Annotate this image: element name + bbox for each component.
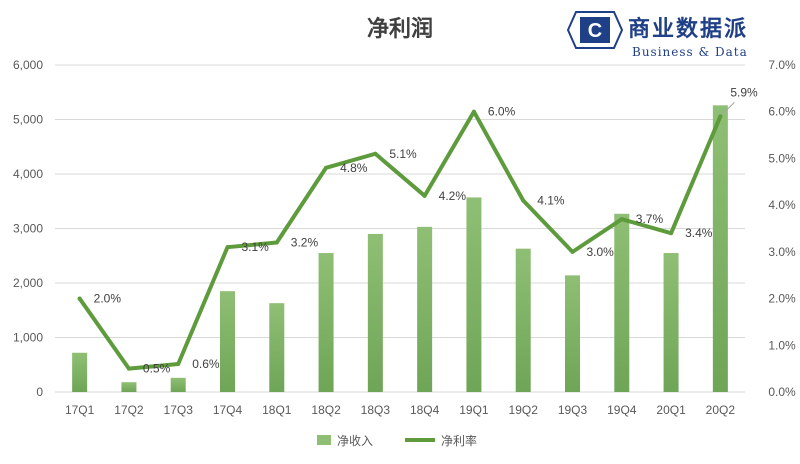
line-point — [669, 231, 674, 236]
chart-title: 净利润 — [367, 16, 433, 42]
y-right-tick-label: 2.0% — [768, 292, 796, 306]
bar — [417, 226, 433, 392]
line-point — [77, 296, 82, 301]
bar — [72, 352, 88, 392]
line-data-label: 3.0% — [587, 245, 615, 259]
legend-label-net-margin: 净利率 — [441, 433, 477, 448]
line-point — [619, 217, 624, 222]
bar-series — [72, 105, 728, 392]
line-data-label: 4.2% — [439, 189, 467, 203]
line-data-label: 4.8% — [340, 161, 368, 175]
x-tick-label: 18Q4 — [410, 403, 440, 417]
x-tick-label: 20Q2 — [706, 403, 736, 417]
line-data-label: 3.4% — [685, 226, 713, 240]
bar — [220, 291, 235, 392]
bar — [121, 382, 137, 392]
line-point — [718, 114, 723, 119]
bar — [712, 105, 728, 392]
line-series — [77, 109, 723, 371]
line-point — [274, 240, 279, 245]
line-data-label: 5.9% — [730, 85, 758, 99]
bar — [515, 248, 531, 392]
y-right-tick-label: 5.0% — [768, 151, 796, 165]
y-left-tick-label: 2,000 — [13, 276, 43, 290]
y-right-tick-label: 4.0% — [768, 198, 796, 212]
legend: 净收入 净利率 — [317, 433, 477, 448]
line-data-label: 2.0% — [94, 292, 122, 306]
line-data-label: 4.1% — [537, 193, 565, 207]
brand-logo: C 商业数据派 Business & Data — [566, 11, 748, 59]
x-tick-label: 19Q1 — [459, 403, 489, 417]
x-tick-label: 18Q1 — [262, 403, 292, 417]
bar — [269, 303, 285, 392]
line-data-label: 6.0% — [488, 105, 516, 119]
legend-swatch-net-income — [317, 435, 331, 445]
axes: 0 1,000 2,000 3,000 4,000 5,000 6,000 0.0% 1.0% 2… — [13, 58, 796, 417]
x-tick-label: 17Q3 — [164, 403, 194, 417]
line-data-label: 3.2% — [291, 236, 319, 250]
line-data-label: 0.5% — [143, 362, 171, 376]
x-tick-label: 19Q4 — [607, 403, 637, 417]
logo-mark: C — [566, 11, 624, 49]
y-right-tick-label: 7.0% — [768, 58, 796, 72]
y-left-tick-label: 3,000 — [13, 222, 43, 236]
y-left-tick-label: 0 — [36, 385, 43, 399]
line-data-label: 0.6% — [192, 357, 220, 371]
bar — [663, 253, 679, 392]
line-point — [570, 249, 575, 254]
x-tick-label: 19Q3 — [558, 403, 588, 417]
line-point — [225, 245, 230, 250]
bar — [565, 275, 580, 392]
bar — [367, 233, 383, 392]
x-tick-label: 18Q2 — [311, 403, 341, 417]
bar — [466, 197, 482, 392]
logo-name-en: Business & Data — [632, 45, 748, 59]
line-series-path — [77, 109, 723, 371]
x-tick-label: 18Q3 — [361, 403, 391, 417]
legend-label-net-income: 净收入 — [337, 434, 373, 448]
x-tick-label: 20Q1 — [656, 403, 686, 417]
line-point — [324, 165, 329, 170]
y-left-tick-label: 6,000 — [13, 58, 43, 72]
gridlines — [55, 64, 745, 393]
x-tick-label: 17Q4 — [213, 403, 243, 417]
line-data-label: 5.1% — [389, 147, 417, 161]
data-label-leader — [722, 102, 735, 115]
bar — [170, 377, 186, 392]
logo-name-cn: 商业数据派 — [628, 16, 748, 42]
bar — [614, 213, 630, 392]
x-tick-label: 19Q2 — [509, 403, 539, 417]
logo-letter: C — [588, 20, 602, 42]
x-tick-label: 17Q1 — [65, 403, 95, 417]
line-point — [521, 198, 526, 203]
data-labels: 2.0% 0.5% 0.6% 3.1% 3.2% 4.8% 5.1% 4.2% 6.0% 4.1%… — [94, 85, 758, 375]
line-data-label: 3.1% — [242, 240, 270, 254]
line-point — [471, 109, 476, 114]
x-tick-label: 17Q2 — [114, 403, 144, 417]
line-point — [126, 366, 131, 371]
line-point — [176, 361, 181, 366]
line-data-label: 3.7% — [636, 212, 664, 226]
y-left-tick-label: 5,000 — [13, 113, 43, 127]
y-right-tick-label: 0.0% — [768, 385, 796, 399]
y-left-tick-label: 1,000 — [13, 331, 43, 345]
y-right-tick-label: 6.0% — [768, 105, 796, 119]
y-right-tick-label: 3.0% — [768, 245, 796, 259]
bar — [318, 253, 334, 392]
y-right-tick-label: 1.0% — [768, 338, 796, 352]
line-point — [422, 193, 427, 198]
y-left-tick-label: 4,000 — [13, 167, 43, 181]
line-point — [373, 151, 378, 156]
